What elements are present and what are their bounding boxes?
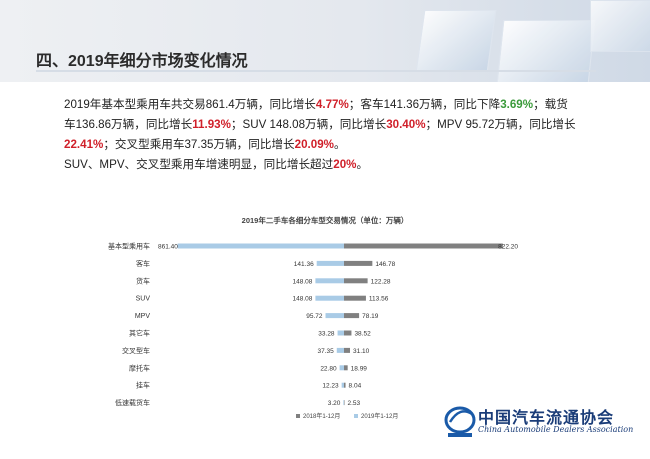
bar-2018 [344, 260, 373, 266]
bar-2019 [315, 278, 344, 284]
logo-text-cn: 中国汽车流通协会 [478, 408, 615, 427]
bar-2019 [339, 365, 344, 371]
highlight-value: 30.40% [386, 118, 426, 131]
summary-paragraph: 2019年基本型乘用车共交易861.4万辆，同比增长4.77%；客车141.36… [64, 95, 579, 175]
data-label-2019: 3.20 [328, 400, 341, 407]
paragraph-text: ；MPV 95.72万辆，同比增长 [425, 118, 576, 131]
decor-cube [590, 0, 650, 52]
category-label: 其它车 [129, 329, 150, 338]
paragraph-text: 2019年基本型乘用车共交易861.4万辆，同比增长 [64, 98, 316, 111]
bar-2019 [336, 347, 344, 353]
paragraph-text: ；载货车136.86万辆，同比增长 [64, 98, 568, 131]
category-label: 挂车 [136, 381, 150, 390]
bar-2018 [344, 295, 366, 301]
data-label-2019: 861.40 [158, 244, 178, 251]
bar-2019 [315, 295, 344, 301]
category-label: 摩托车 [129, 363, 150, 372]
section-title: 四、2019年细分市场变化情况 [36, 53, 248, 70]
legend-label: 2018年1-12月 [303, 412, 340, 420]
category-label: SUV [136, 296, 151, 303]
data-label-2019: 12.23 [322, 383, 339, 390]
paragraph-text: ；SUV 148.08万辆，同比增长 [230, 118, 387, 131]
data-label-2019: 37.35 [318, 348, 335, 355]
category-label: 货车 [136, 276, 150, 285]
data-label-2018: 8.04 [349, 383, 362, 390]
category-label: 交叉型车 [122, 346, 150, 355]
paragraph-text: ；客车141.36万辆，同比下降 [348, 98, 501, 111]
data-label-2019: 22.80 [320, 365, 337, 372]
legend-label: 2019年1-12月 [361, 412, 398, 420]
paragraph-text: 。 [333, 138, 346, 151]
bar-2019 [343, 400, 344, 406]
cada-logo-icon [444, 406, 476, 437]
paragraph-text: 。 [356, 158, 369, 171]
category-label: 低速载货车 [115, 398, 150, 407]
header-banner [0, 0, 650, 82]
highlight-value: 20.09% [294, 138, 334, 151]
bar-2018 [344, 365, 348, 371]
category-label: 客车 [136, 259, 150, 268]
bar-2018 [344, 243, 503, 249]
title-underline [36, 70, 596, 72]
data-label-2018: 113.56 [369, 296, 389, 303]
data-label-2018: 31.10 [353, 348, 370, 355]
bar-2018 [344, 278, 368, 284]
logo-text-en: China Automobile Dealers Association [478, 425, 634, 434]
bar-2018 [344, 382, 346, 388]
bar-2019 [316, 260, 344, 266]
category-label: MPV [135, 313, 151, 320]
bar-2018 [344, 313, 360, 319]
legend-swatch [296, 414, 300, 418]
data-label-2018: 146.78 [375, 261, 395, 268]
category-label: 基本型乘用车 [108, 242, 150, 251]
data-label-2019: 148.08 [293, 278, 313, 285]
highlight-value: 4.77% [315, 98, 349, 111]
bar-2018 [344, 330, 352, 336]
data-label-2019: 95.72 [306, 313, 323, 320]
legend-swatch [354, 414, 358, 418]
data-label-2018: 2.53 [347, 400, 360, 407]
data-label-2018: 822.20 [498, 244, 518, 251]
bar-2019 [341, 382, 344, 388]
bar-2019 [325, 313, 344, 319]
data-label-2018: 78.19 [362, 313, 379, 320]
highlight-value: 20% [333, 158, 357, 171]
highlight-value: 11.93% [192, 118, 231, 131]
data-label-2019: 141.36 [294, 261, 314, 268]
data-label-2018: 18.99 [351, 365, 368, 372]
data-label-2019: 33.28 [318, 331, 335, 338]
paragraph-text: ；交叉型乘用车37.35万辆，同比增长 [103, 138, 295, 151]
paragraph-text: SUV、MPV、交叉型乘用车增速明显，同比增长超过 [64, 158, 334, 171]
data-label-2018: 38.52 [354, 331, 371, 338]
data-label-2018: 122.28 [371, 278, 391, 285]
highlight-value: 3.69% [500, 98, 534, 111]
bar-2019 [177, 243, 344, 249]
bar-2019 [337, 330, 344, 336]
bar-2018 [344, 347, 351, 353]
highlight-value: 22.41% [64, 138, 104, 151]
chart-title: 2019年二手车各细分车型交易情况（单位：万辆） [241, 216, 409, 225]
data-label-2019: 148.08 [293, 296, 313, 303]
